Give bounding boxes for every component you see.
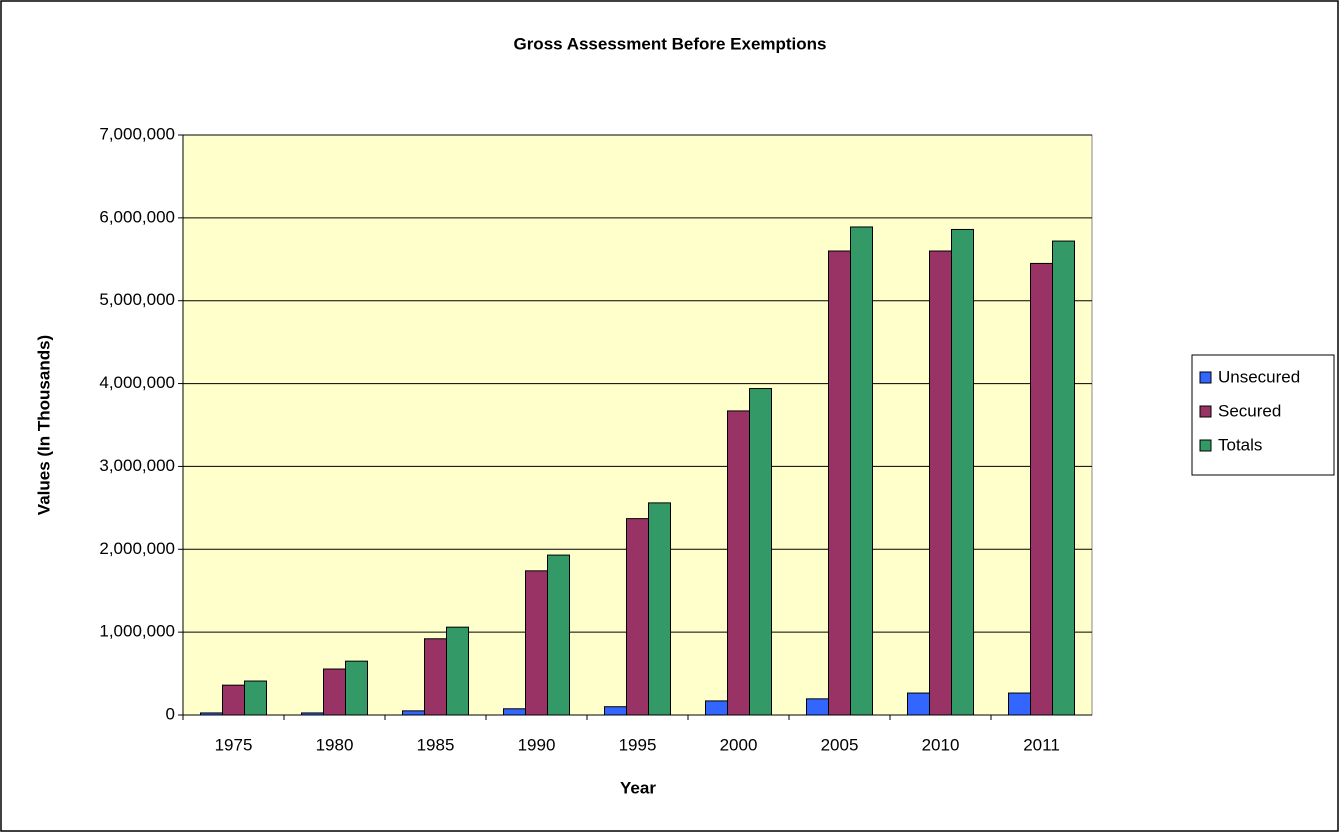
bar: [727, 410, 750, 716]
bar: [951, 228, 974, 716]
y-tick-label: 0: [166, 704, 175, 723]
y-tick-label: 4,000,000: [99, 373, 175, 392]
bar: [705, 700, 728, 716]
legend-swatch: [1199, 439, 1212, 452]
bar: [547, 554, 570, 716]
bar: [907, 692, 930, 716]
bar: [402, 710, 425, 716]
bar: [446, 626, 469, 716]
y-tick-label: 1,000,000: [99, 622, 175, 641]
y-tick-label: 2,000,000: [99, 539, 175, 558]
bar: [345, 660, 368, 716]
bar: [749, 388, 772, 716]
y-tick-label: 3,000,000: [99, 456, 175, 475]
x-tick-label: 2000: [720, 735, 758, 754]
bar: [604, 706, 627, 716]
legend-label: Secured: [1218, 401, 1281, 420]
legend: [1191, 354, 1335, 476]
legend-label: Totals: [1218, 435, 1262, 454]
bar: [626, 518, 649, 716]
x-tick-label: 2011: [1023, 735, 1060, 754]
bar: [1008, 692, 1031, 716]
bar: [222, 684, 245, 716]
bar: [1030, 262, 1053, 716]
bar: [1052, 240, 1075, 716]
x-tick-label: 1985: [417, 735, 455, 754]
bar: [424, 638, 447, 716]
y-tick-label: 6,000,000: [99, 207, 175, 226]
bar: [244, 680, 267, 716]
y-tick-label: 7,000,000: [99, 124, 175, 143]
bar: [828, 250, 851, 716]
legend-swatch: [1199, 371, 1212, 384]
x-tick-label: 1975: [215, 735, 253, 754]
x-tick-label: 2010: [922, 735, 960, 754]
y-axis-label: Values (In Thousands): [34, 335, 53, 515]
legend-swatch: [1199, 405, 1212, 418]
bar: [323, 668, 346, 716]
bar: [850, 226, 873, 716]
x-tick-label: 2005: [821, 735, 859, 754]
y-tick-label: 5,000,000: [99, 290, 175, 309]
x-tick-label: 1995: [619, 735, 657, 754]
bar: [525, 570, 548, 716]
x-tick-label: 1990: [518, 735, 556, 754]
bar: [200, 712, 223, 716]
bar: [503, 708, 526, 716]
legend-label: Unsecured: [1218, 367, 1300, 386]
bar: [806, 698, 829, 716]
x-tick-label: 1980: [316, 735, 354, 754]
bar: [301, 712, 324, 716]
x-axis-label: Year: [620, 778, 656, 797]
bar: [929, 250, 952, 716]
chart-title: Gross Assessment Before Exemptions: [513, 34, 826, 53]
bar: [648, 502, 671, 716]
